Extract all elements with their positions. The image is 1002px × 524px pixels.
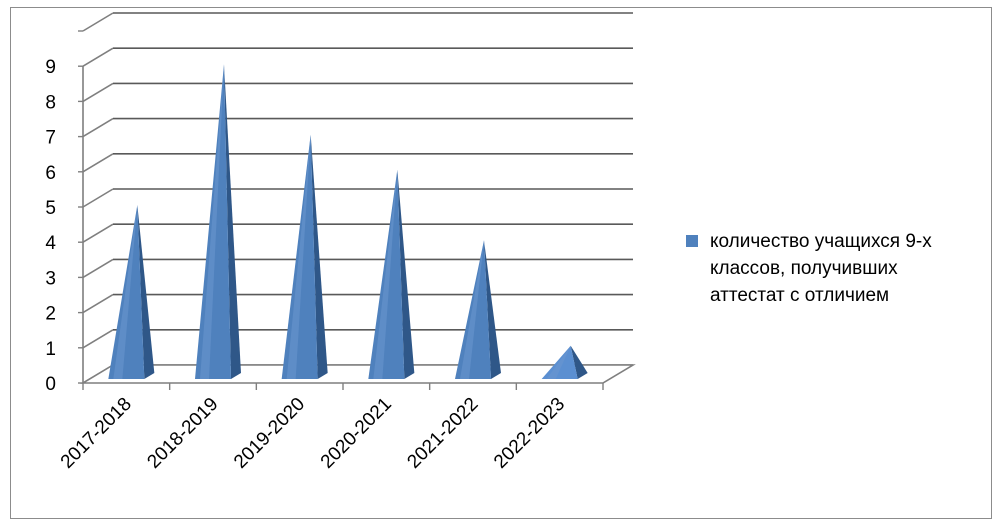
- gridline-diagonal: [82, 82, 114, 103]
- chart-frame: [10, 7, 992, 519]
- x-tick-label: 2017-2018: [57, 394, 136, 473]
- x-tick-label: 2020-2021: [317, 394, 396, 473]
- y-tick-label: 4: [45, 233, 56, 254]
- y-tick-label: 3: [45, 268, 56, 289]
- y-axis-tick-labels: 0 1 2 3 4 5 6 7 8 9: [45, 57, 56, 395]
- pyramid-side-face: [484, 240, 501, 379]
- gridline-diagonal: [82, 153, 114, 173]
- gridline-diagonal: [82, 293, 114, 314]
- y-tick-label: 1: [45, 339, 56, 360]
- y-tick-label: 8: [45, 92, 56, 113]
- chart-bar: [455, 240, 501, 379]
- y-tick-label: 9: [45, 57, 56, 78]
- gridline-diagonal: [82, 188, 114, 208]
- pyramid-highlight: [286, 134, 311, 379]
- gridline-diagonal: [82, 258, 114, 279]
- chart-bar: [368, 169, 415, 379]
- gridline-diagonal: [82, 117, 114, 138]
- pyramid-side-face: [397, 169, 415, 379]
- chart-bar: [195, 64, 241, 379]
- chart-bar: [281, 134, 328, 379]
- pyramid-side-face: [137, 205, 155, 379]
- x-tick-label: 2021-2022: [403, 394, 482, 473]
- chart-bars: [108, 64, 588, 379]
- gridline-diagonal: [82, 329, 114, 349]
- gridline-diagonal: [82, 12, 114, 32]
- x-axis-tick-labels: 2017-2018 2018-2019 2019-2020 2020-2021 2021…: [57, 383, 604, 473]
- x-tick-label: 2018-2019: [143, 394, 222, 473]
- chart-bar: [541, 345, 588, 379]
- y-tick-label: 2: [45, 304, 56, 325]
- pyramid-highlight: [460, 240, 484, 379]
- pyramid-side-face: [570, 345, 588, 379]
- y-tick-label: 5: [45, 198, 56, 219]
- chart-back-wall: [78, 12, 633, 384]
- pyramid-highlight: [200, 64, 224, 379]
- legend-label: количество учащихся 9-х классов, получив…: [710, 231, 932, 306]
- x-tick-label: 2019-2020: [230, 394, 309, 473]
- gridline-diagonal: [82, 47, 114, 67]
- y-tick-label: 6: [45, 163, 56, 184]
- pyramid-highlight: [113, 205, 138, 379]
- pyramid-side-face: [310, 134, 328, 379]
- chart-bar: [108, 205, 155, 379]
- pyramid-side-face: [224, 64, 241, 379]
- gridline-diagonal: [82, 223, 114, 243]
- legend-swatch: [686, 235, 698, 247]
- y-tick-label: 7: [45, 128, 56, 149]
- x-tick-label: 2022-2023: [490, 394, 569, 473]
- pyramid-highlight: [373, 169, 398, 379]
- pyramid-highlight: [546, 345, 571, 379]
- y-tick-label: 0: [45, 374, 56, 395]
